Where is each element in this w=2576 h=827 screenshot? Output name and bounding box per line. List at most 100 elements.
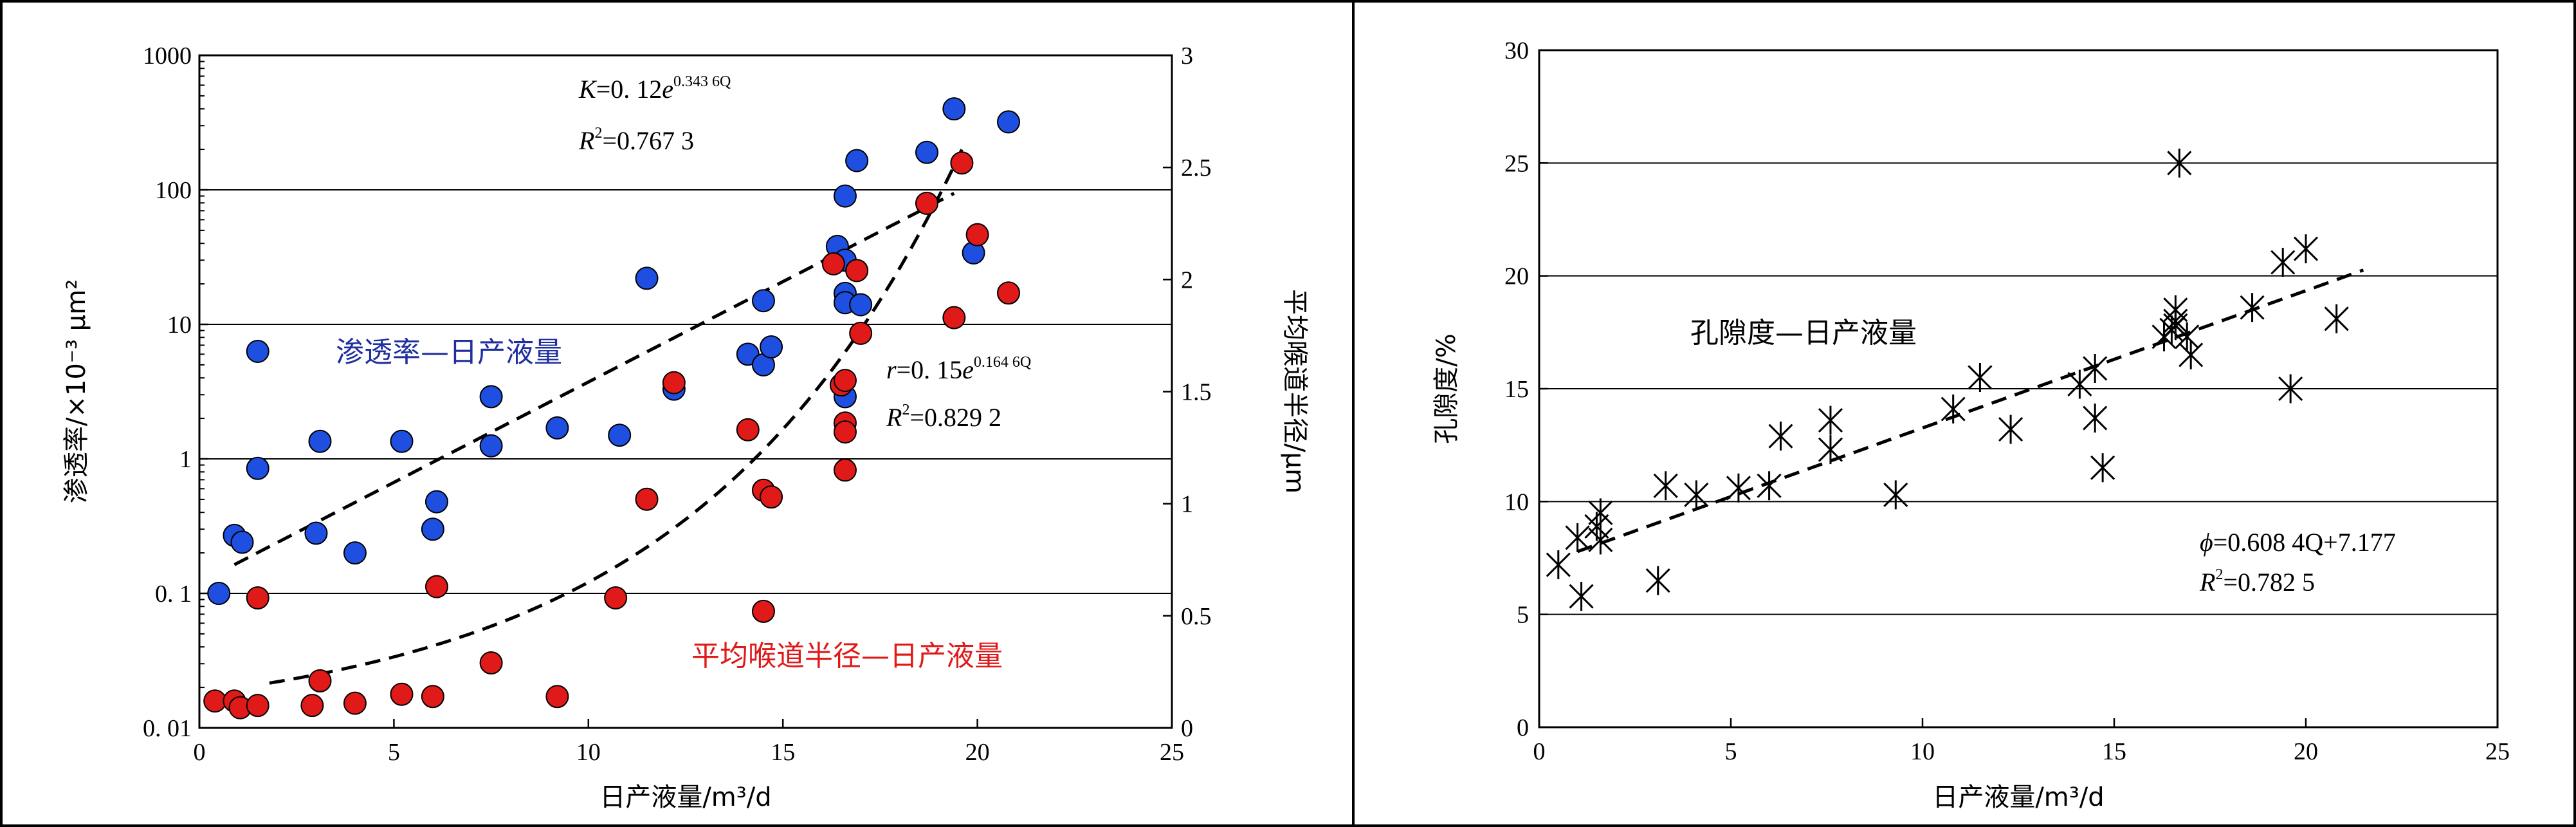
- permeability-point: [390, 429, 414, 453]
- permeability-point: [751, 289, 775, 313]
- permeability-point: [246, 456, 269, 480]
- porosity-x-tick-label: 10: [1910, 738, 1935, 765]
- left-y-tick-label: 10: [167, 311, 192, 339]
- throat-radius-point: [662, 371, 686, 395]
- perm-fit-equation: K=0. 12e0.343 6Q: [578, 73, 731, 104]
- left-x-axis-label: 日产液量/m³/d: [599, 783, 771, 812]
- porosity-point: [2270, 248, 2296, 277]
- porosity-y-tick-label: 30: [1504, 37, 1529, 64]
- permeability-point: [635, 266, 659, 290]
- permeability-point: [304, 521, 328, 545]
- throat-radius-point: [833, 420, 857, 444]
- right-y-tick-label: 3: [1181, 42, 1193, 70]
- permeability-point: [608, 423, 632, 447]
- porosity-fit-r2: R2=0.782 5: [2199, 566, 2315, 597]
- porosity-point: [1757, 471, 1782, 501]
- throat-radius-point: [751, 599, 775, 623]
- porosity-point: [1941, 395, 1966, 424]
- porosity-point: [1569, 582, 1594, 611]
- left-y-tick-label: 0. 01: [143, 715, 192, 742]
- throat-fit-curve: [269, 149, 964, 685]
- right-y-tick-label: 2.5: [1181, 154, 1212, 181]
- porosity-point: [2293, 234, 2319, 264]
- throat-series-label: 平均喉道半径—日产液量: [691, 640, 1003, 673]
- permeability-point: [207, 582, 231, 605]
- left-x-tick-label: 20: [965, 739, 990, 766]
- permeability-series-label: 渗透率—日产液量: [336, 336, 562, 369]
- throat-radius-point: [604, 586, 628, 609]
- throat-radius-point: [308, 669, 332, 692]
- porosity-y-tick-label: 5: [1517, 602, 1529, 629]
- permeability-point: [545, 416, 569, 440]
- porosity-y-tick-label: 20: [1504, 263, 1529, 290]
- porosity-y-tick-label: 0: [1517, 714, 1529, 741]
- porosity-point: [1588, 498, 1613, 528]
- porosity-point: [2167, 148, 2192, 178]
- throat-radius-point: [425, 575, 448, 599]
- permeability-points: [207, 97, 1020, 605]
- throat-radius-point: [915, 191, 938, 215]
- left-y-tick-label: 100: [155, 177, 192, 204]
- permeability-point: [996, 110, 1020, 134]
- porosity-y-axis-label: 孔隙度/%: [1432, 333, 1461, 443]
- porosity-point: [2278, 374, 2303, 404]
- porosity-point: [1588, 525, 1613, 555]
- porosity-fit-line: [1576, 268, 2364, 553]
- throat-radius-points: [203, 151, 1020, 720]
- left-x-tick-label: 5: [388, 739, 400, 766]
- porosity-point: [2083, 404, 2108, 433]
- throat-radius-point: [760, 485, 783, 509]
- left-y-axis-label: 渗透率/×10⁻³ μm²: [62, 279, 91, 503]
- throat-radius-point: [950, 151, 974, 175]
- left-ticks: 0. 01 0. 1 1 10 100 1000 0 0.5 1 1.5 2 2.5 3 0 5 10 15 20…: [143, 42, 1212, 766]
- porosity-point: [1653, 471, 1678, 501]
- throat-radius-point: [833, 369, 857, 393]
- throat-radius-point: [965, 223, 989, 246]
- porosity-ticks: 0 5 10 15 20 25 30 0 5 10 15 20 25: [1504, 37, 2510, 765]
- permeability-point: [942, 97, 966, 121]
- porosity-series-label: 孔隙度—日产液量: [1690, 317, 1917, 349]
- throat-radius-point: [343, 691, 367, 715]
- perm-fit-r2: R2=0.767 3: [578, 125, 694, 155]
- throat-radius-point: [996, 281, 1020, 305]
- porosity-x-tick-label: 25: [2485, 738, 2510, 765]
- porosity-y-tick-label: 15: [1504, 376, 1529, 403]
- left-y-tick-label: 1000: [143, 42, 192, 70]
- permeability-point: [760, 335, 783, 359]
- right-y-axis-label: 平均喉道半径/μm: [1280, 289, 1310, 494]
- left-chart: 0. 01 0. 1 1 10 100 1000 0 0.5 1 1.5 2 2.5 3 0 5 10 15 20…: [62, 42, 1310, 812]
- porosity-x-tick-label: 20: [2294, 738, 2318, 765]
- throat-radius-point: [845, 259, 869, 283]
- throat-radius-point: [545, 685, 569, 709]
- permeability-point: [246, 339, 269, 363]
- porosity-point: [2324, 304, 2349, 333]
- porosity-point: [1768, 422, 1793, 451]
- permeability-point: [425, 490, 448, 514]
- right-y-tick-label: 2: [1181, 266, 1193, 293]
- porosity-x-tick-label: 5: [1725, 738, 1737, 765]
- right-y-tick-label: 1: [1181, 491, 1193, 518]
- left-y-tick-label: 1: [179, 446, 192, 473]
- throat-radius-point: [203, 689, 227, 713]
- porosity-y-tick-label: 10: [1504, 488, 1529, 516]
- permeability-point: [833, 184, 857, 208]
- porosity-y-tick-label: 25: [1504, 150, 1529, 177]
- permeability-point: [421, 517, 444, 541]
- throat-radius-point: [736, 418, 760, 441]
- porosity-point: [2090, 453, 2115, 483]
- permeability-point: [479, 434, 503, 458]
- porosity-point: [2083, 353, 2108, 383]
- permeability-point: [308, 429, 332, 453]
- permeability-point: [230, 530, 254, 554]
- throat-radius-point: [390, 682, 414, 706]
- throat-radius-point: [942, 306, 966, 330]
- permeability-point: [849, 293, 873, 317]
- throat-radius-point: [635, 487, 659, 511]
- permeability-point: [915, 140, 938, 164]
- throat-radius-point: [246, 694, 269, 718]
- porosity-point: [2179, 340, 2204, 369]
- throat-radius-point: [833, 458, 857, 482]
- porosity-x-tick-label: 15: [2102, 738, 2126, 765]
